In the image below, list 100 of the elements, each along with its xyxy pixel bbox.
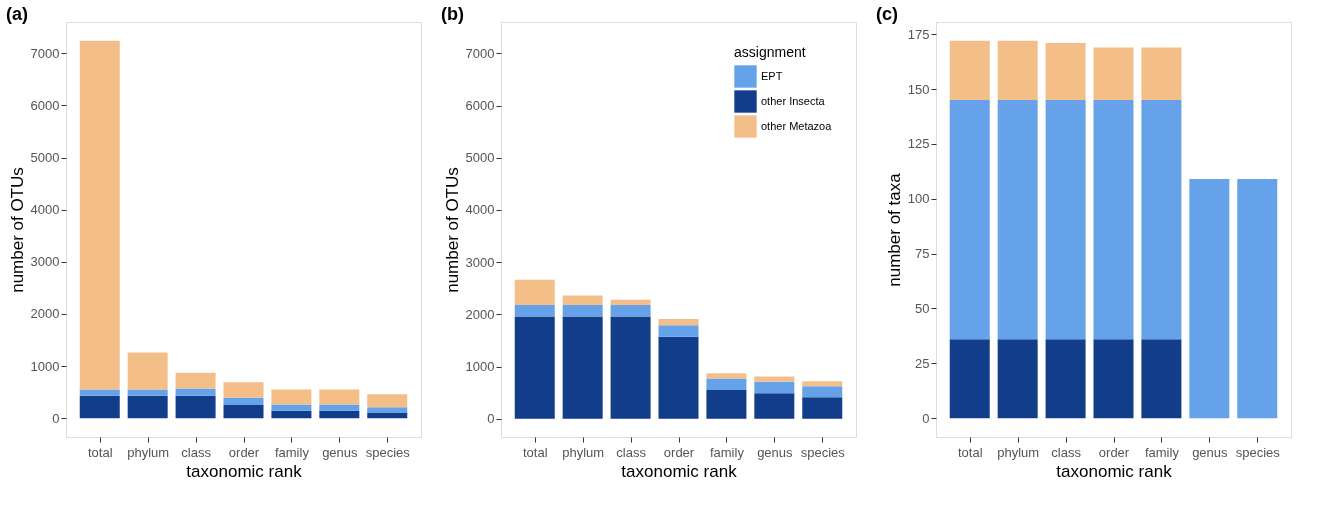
x-tick-label: family xyxy=(1144,444,1180,460)
bar xyxy=(562,295,603,305)
bar xyxy=(127,389,168,396)
y-tick-label: 50 xyxy=(915,300,930,316)
bar xyxy=(706,373,747,379)
x-tick-label: class xyxy=(181,444,212,460)
x-tick-label: genus xyxy=(1192,444,1229,460)
bar xyxy=(949,339,990,419)
bar xyxy=(658,336,699,419)
bar xyxy=(514,279,555,305)
x-tick-label: species xyxy=(1235,444,1281,460)
bar xyxy=(514,304,555,317)
bar xyxy=(754,381,795,394)
bar xyxy=(1189,179,1230,419)
bar xyxy=(1093,100,1134,340)
x-tick-label: species xyxy=(800,444,846,460)
bar xyxy=(658,325,699,337)
x-axis-title: taxonomic rank xyxy=(186,461,303,481)
bar xyxy=(271,389,312,405)
bar xyxy=(949,40,990,101)
legend-label: other Metazoa xyxy=(761,119,833,132)
bar xyxy=(949,100,990,340)
bar xyxy=(706,378,747,391)
bar xyxy=(997,100,1038,340)
bar xyxy=(802,381,843,387)
x-tick-label: class xyxy=(1051,444,1082,460)
x-tick-label: order xyxy=(228,444,260,460)
chart-title: (b) xyxy=(441,4,464,24)
bar xyxy=(1045,339,1086,419)
y-tick-label: 3000 xyxy=(465,254,495,270)
bar xyxy=(562,304,603,317)
bar xyxy=(175,372,216,389)
bar xyxy=(706,390,747,419)
x-tick-label: phylum xyxy=(562,444,605,460)
bar xyxy=(1141,339,1182,419)
y-tick-label: 25 xyxy=(915,355,930,371)
y-tick-label: 0 xyxy=(487,411,495,427)
x-axis-title: taxonomic rank xyxy=(621,461,738,481)
bar xyxy=(754,376,795,382)
y-axis-title: number of OTUs xyxy=(442,167,462,293)
bar xyxy=(79,40,120,390)
bar xyxy=(271,404,312,411)
bar xyxy=(610,316,651,419)
x-tick-label: genus xyxy=(322,444,359,460)
x-axis-title: taxonomic rank xyxy=(1056,461,1173,481)
x-tick-label: genus xyxy=(757,444,794,460)
bar xyxy=(271,410,312,419)
y-tick-label: 4000 xyxy=(30,202,60,218)
y-axis-title: number of taxa xyxy=(884,172,904,287)
y-tick-label: 4000 xyxy=(465,202,495,218)
bar xyxy=(610,299,651,305)
y-tick-label: 7000 xyxy=(465,45,495,61)
y-tick-label: 3000 xyxy=(30,254,60,270)
bar xyxy=(127,352,168,390)
bar xyxy=(223,382,264,398)
y-tick-label: 100 xyxy=(907,191,930,207)
bar xyxy=(1045,43,1086,101)
bar xyxy=(1237,179,1278,419)
bar xyxy=(319,389,360,405)
y-tick-label: 1000 xyxy=(30,358,60,374)
y-tick-label: 2000 xyxy=(30,306,60,322)
bar xyxy=(514,316,555,419)
bar xyxy=(367,412,408,419)
x-tick-label: species xyxy=(365,444,411,460)
x-tick-label: total xyxy=(957,444,983,460)
y-tick-label: 150 xyxy=(907,81,930,97)
bar xyxy=(562,316,603,419)
legend-label: other Insecta xyxy=(761,94,826,107)
bar xyxy=(997,339,1038,419)
bar xyxy=(79,395,120,419)
y-tick-label: 7000 xyxy=(30,45,60,61)
x-tick-label: order xyxy=(1098,444,1130,460)
x-tick-label: total xyxy=(87,444,113,460)
bar xyxy=(127,395,168,419)
bar xyxy=(175,388,216,396)
y-tick-label: 6000 xyxy=(465,98,495,114)
bar xyxy=(223,397,264,406)
legend-label: EPT xyxy=(761,69,783,82)
bar xyxy=(997,40,1038,101)
x-tick-label: total xyxy=(522,444,548,460)
bar xyxy=(802,397,843,419)
x-tick-label: order xyxy=(663,444,695,460)
y-tick-label: 1000 xyxy=(465,359,495,375)
chart-title: (c) xyxy=(876,4,898,24)
bar xyxy=(1093,47,1134,101)
bar xyxy=(1141,47,1182,101)
bar xyxy=(319,404,360,411)
x-tick-label: phylum xyxy=(127,444,170,460)
x-tick-label: class xyxy=(616,444,647,460)
bar xyxy=(79,389,120,396)
y-tick-label: 5000 xyxy=(30,150,60,166)
y-tick-label: 175 xyxy=(907,26,930,42)
legend-title: assignment xyxy=(734,44,806,60)
x-tick-label: phylum xyxy=(997,444,1040,460)
bar xyxy=(223,405,264,419)
y-tick-label: 75 xyxy=(915,246,930,262)
bar xyxy=(1045,100,1086,340)
y-tick-label: 0 xyxy=(922,410,930,426)
bar xyxy=(610,304,651,317)
bar xyxy=(367,394,408,408)
